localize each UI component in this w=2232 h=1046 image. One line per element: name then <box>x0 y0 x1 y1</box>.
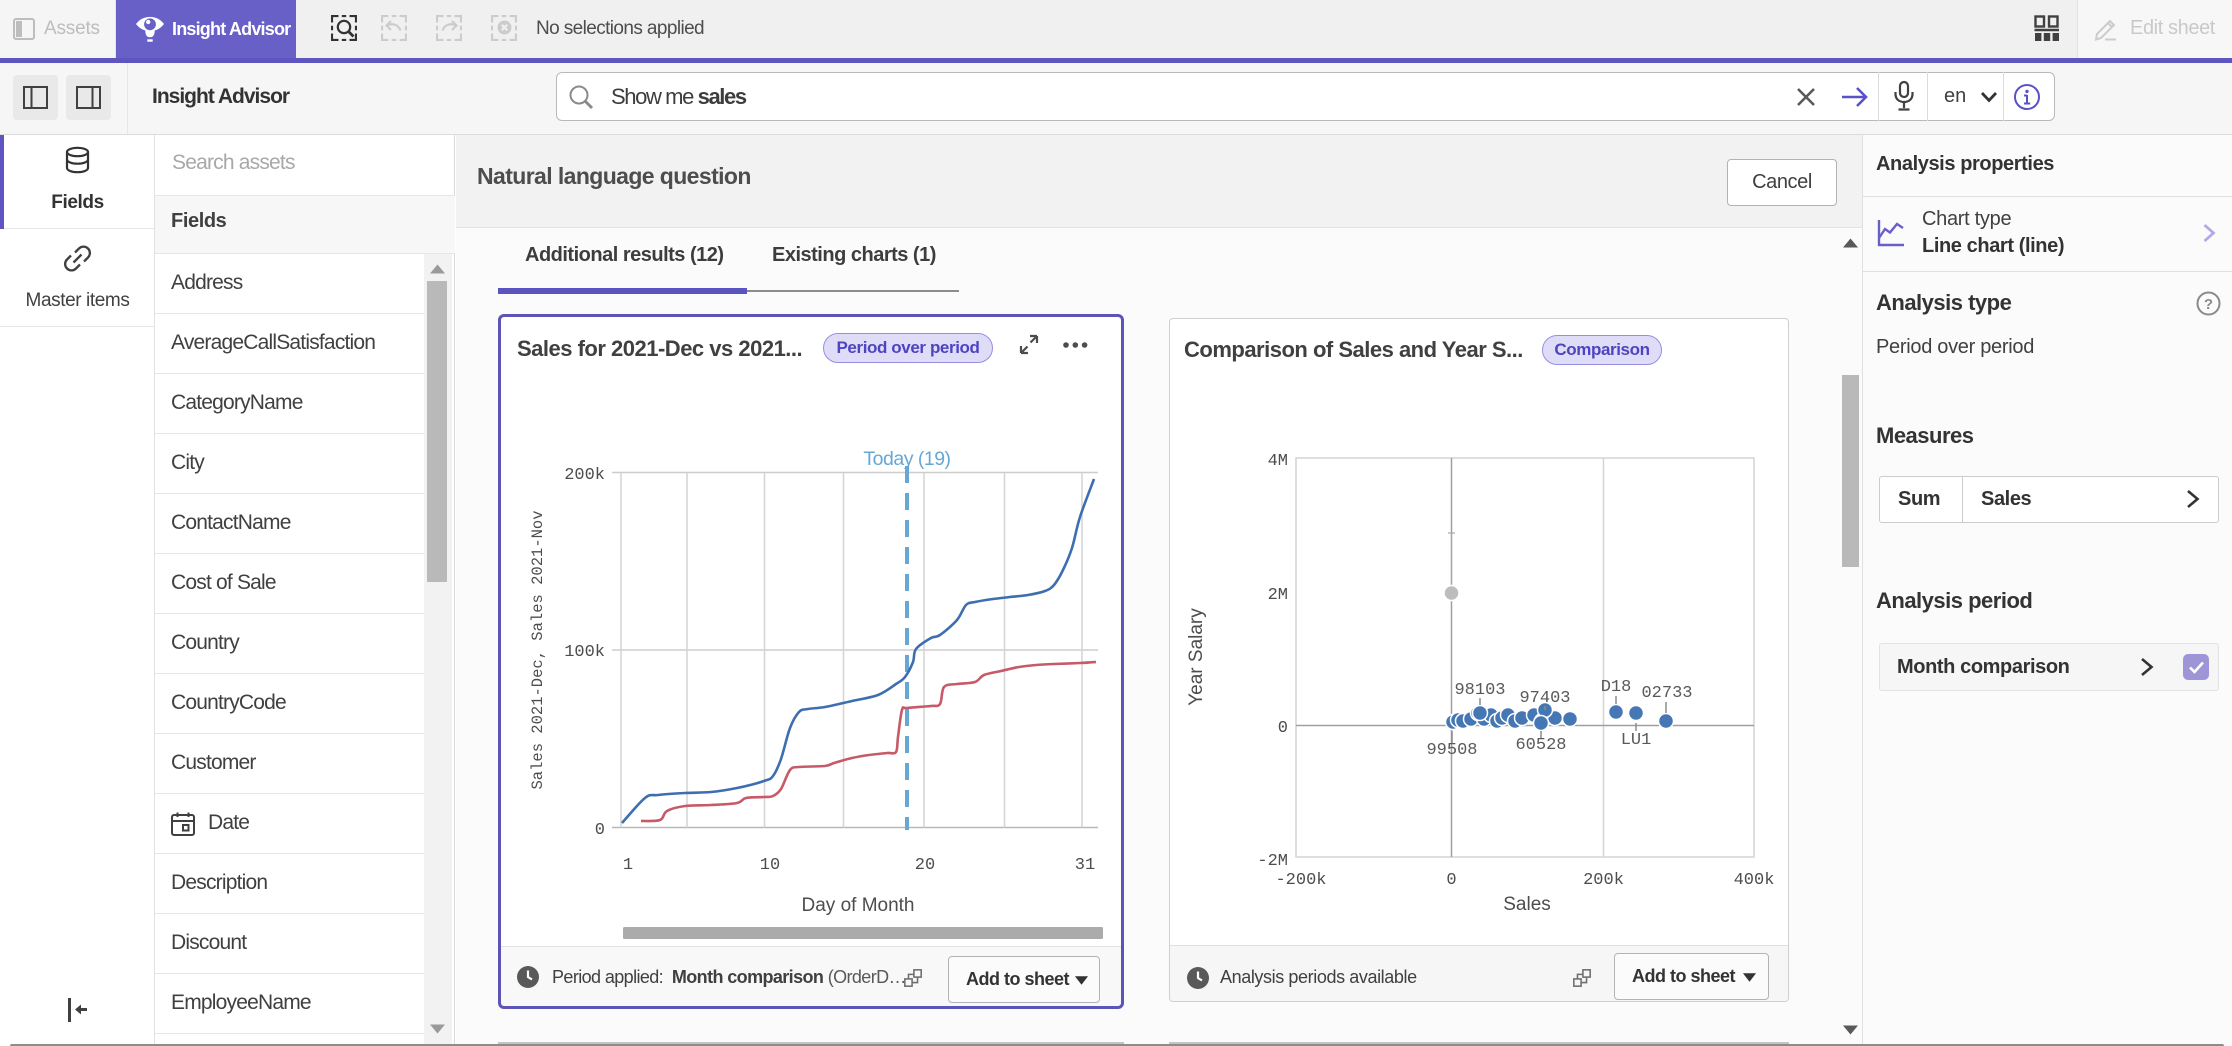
svg-text:02733: 02733 <box>1641 684 1692 703</box>
svg-text:-2M: -2M <box>1257 852 1288 871</box>
svg-text:200k: 200k <box>564 466 605 485</box>
svg-text:98103: 98103 <box>1454 681 1505 700</box>
svg-text:100k: 100k <box>564 643 605 662</box>
svg-text:200k: 200k <box>1583 871 1624 890</box>
svg-text:2M: 2M <box>1268 586 1288 605</box>
svg-text:Today (19): Today (19) <box>863 448 950 470</box>
svg-text:99508: 99508 <box>1426 741 1477 760</box>
svg-text:?: ? <box>2204 296 2213 313</box>
svg-text:-200k: -200k <box>1275 871 1326 890</box>
svg-text:31: 31 <box>1075 856 1095 875</box>
svg-text:D18: D18 <box>1601 678 1632 697</box>
svg-text:60528: 60528 <box>1515 736 1566 755</box>
svg-text:Day of Month: Day of Month <box>802 895 915 916</box>
svg-text:97403: 97403 <box>1519 689 1570 708</box>
svg-text:20: 20 <box>915 856 935 875</box>
svg-text:10: 10 <box>760 856 780 875</box>
svg-text:Sales: Sales <box>1503 894 1551 915</box>
svg-text:LU1: LU1 <box>1621 731 1652 750</box>
svg-text:0: 0 <box>1446 871 1456 890</box>
svg-text:0: 0 <box>595 821 605 840</box>
svg-text:400k: 400k <box>1734 871 1775 890</box>
svg-text:Year Salary: Year Salary <box>1186 608 1207 706</box>
svg-text:4M: 4M <box>1268 452 1288 471</box>
svg-text:Sales 2021-Dec, Sales 2021-Nov: Sales 2021-Dec, Sales 2021-Nov <box>529 510 547 789</box>
svg-text:0: 0 <box>1278 719 1288 738</box>
svg-text:1: 1 <box>623 856 633 875</box>
